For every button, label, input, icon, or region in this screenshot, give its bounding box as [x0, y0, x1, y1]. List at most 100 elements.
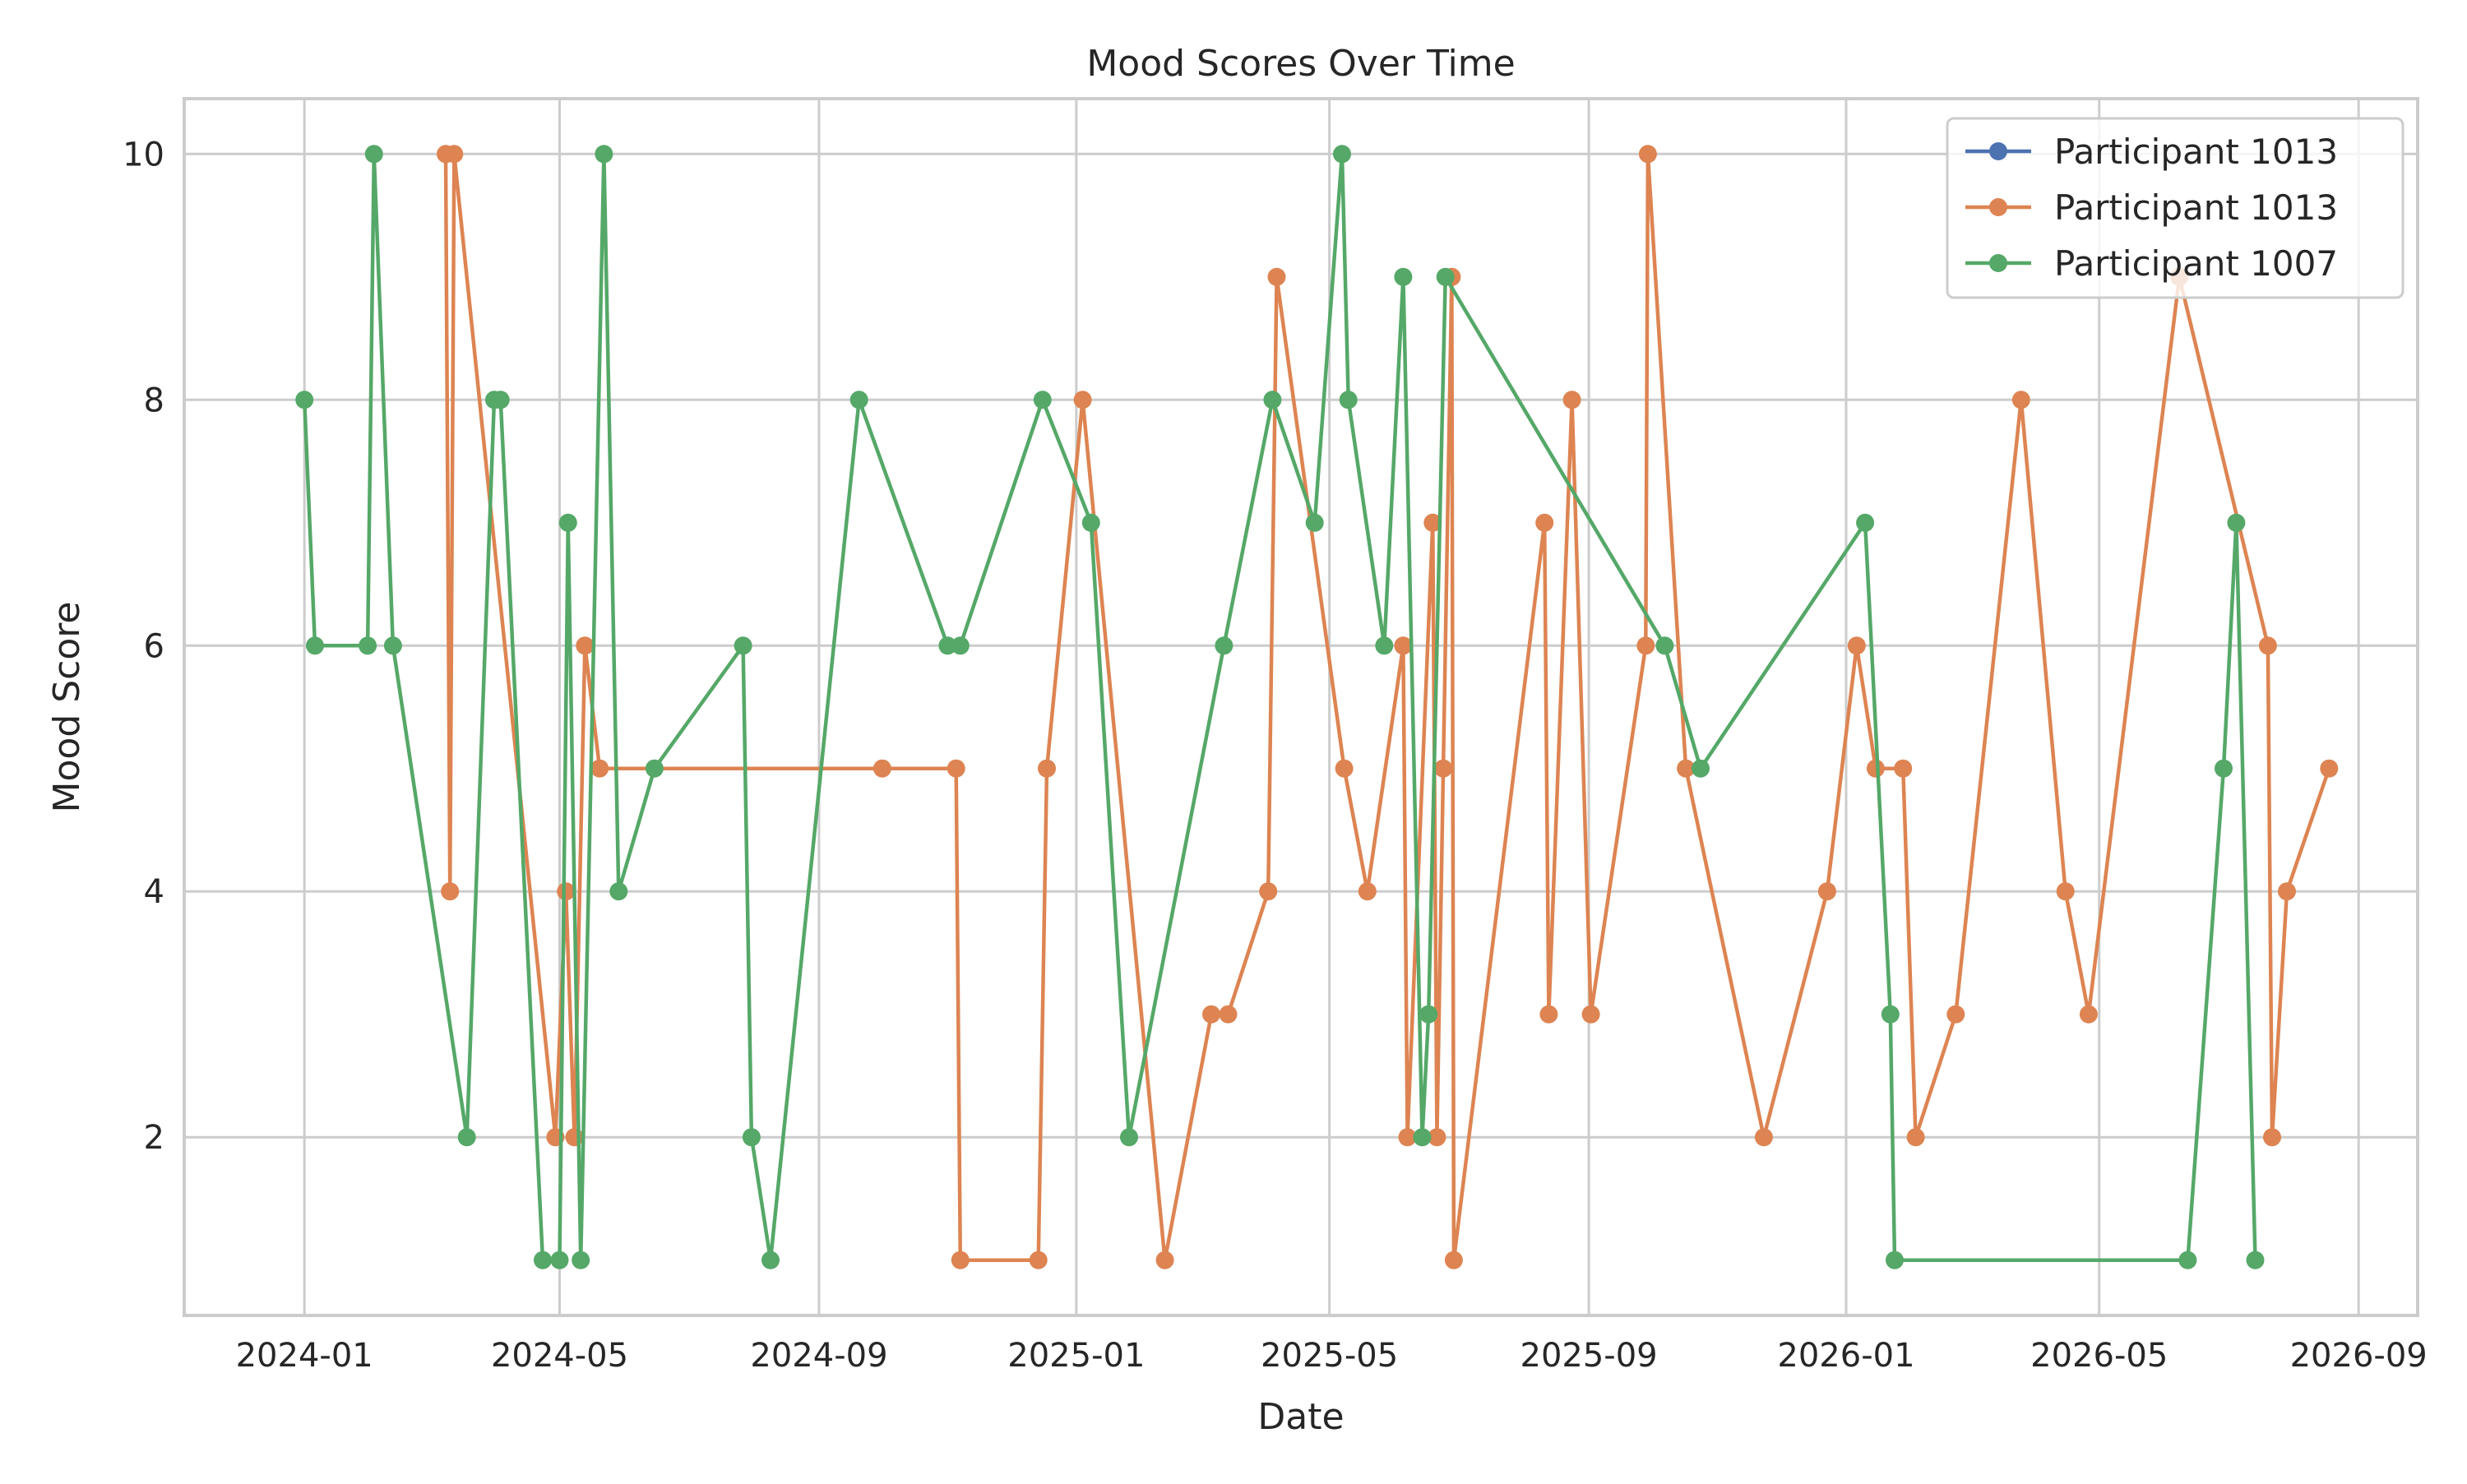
data-point [947, 759, 965, 778]
data-point [1817, 882, 1836, 901]
x-tick-label: 2026-01 [1777, 1337, 1914, 1375]
data-point [2320, 759, 2339, 778]
data-point [1263, 391, 1282, 409]
data-point [295, 391, 314, 409]
legend-item: Participant 1013 [1965, 187, 2338, 228]
data-point [1906, 1128, 1925, 1147]
data-point [1394, 267, 1413, 286]
data-point [534, 1251, 552, 1269]
legend: Participant 1013 Participant 1013 Particip… [1946, 117, 2405, 299]
legend-label: Participant 1013 [2054, 187, 2338, 228]
data-point [1886, 1251, 1904, 1269]
data-point [550, 1251, 569, 1269]
data-point [645, 759, 664, 778]
data-point [364, 145, 383, 164]
data-point [558, 513, 577, 532]
data-point [1038, 759, 1056, 778]
data-point [1636, 636, 1655, 655]
data-point [609, 882, 628, 901]
data-point [1081, 513, 1100, 532]
data-point [306, 636, 324, 655]
data-point [2079, 1005, 2098, 1024]
series-layer [295, 145, 2339, 1269]
x-tick-label: 2024-05 [491, 1337, 628, 1375]
data-point [1638, 145, 1657, 164]
legend-item: Participant 1013 [1965, 132, 2338, 172]
data-point [1847, 636, 1866, 655]
data-point [1120, 1128, 1138, 1147]
tick-labels: 2024-01 2024-05 2024-09 2025-01 2025-05 2025-… [123, 136, 2428, 1375]
data-point [1413, 1128, 1432, 1147]
x-tick-label: 2025-05 [1261, 1337, 1398, 1375]
data-point [1202, 1005, 1220, 1024]
data-point [951, 1251, 970, 1269]
data-point [1394, 636, 1413, 655]
data-point [849, 391, 868, 409]
data-point [2056, 882, 2075, 901]
x-tick-label: 2026-09 [2290, 1337, 2428, 1375]
data-point [1339, 391, 1358, 409]
data-point [2263, 1128, 2281, 1147]
x-tick-label: 2026-05 [2030, 1337, 2168, 1375]
data-point [2278, 882, 2296, 901]
x-axis-label: Date [1257, 1396, 1344, 1438]
data-point [938, 636, 957, 655]
data-point [1259, 882, 1278, 901]
data-point [1215, 636, 1234, 655]
data-point [1029, 1251, 1048, 1269]
data-point [1333, 145, 1351, 164]
legend-marker [1989, 142, 2007, 160]
series-3 [295, 145, 2265, 1269]
x-tick-label: 2025-09 [1520, 1337, 1658, 1375]
data-point [2227, 513, 2246, 532]
data-point [1219, 1005, 1238, 1024]
data-point [1375, 636, 1394, 655]
series-2 [437, 145, 2339, 1269]
x-tick-label: 2025-01 [1007, 1337, 1145, 1375]
data-point [2215, 759, 2233, 778]
data-point [557, 882, 576, 901]
data-point [2246, 1251, 2265, 1269]
data-point [1428, 1128, 1446, 1147]
y-tick-label: 2 [144, 1119, 164, 1157]
data-point [1866, 759, 1885, 778]
legend-label: Participant 1013 [2054, 132, 2338, 172]
data-point [383, 636, 402, 655]
data-point [565, 1128, 584, 1147]
series-line [443, 152, 2331, 1262]
x-tick-label: 2024-01 [236, 1337, 373, 1375]
data-point [951, 636, 970, 655]
data-point [761, 1251, 780, 1269]
data-point [1436, 267, 1455, 286]
data-point [1267, 267, 1286, 286]
x-tick-label: 2024-09 [750, 1337, 887, 1375]
data-point [445, 145, 464, 164]
data-point [1562, 391, 1581, 409]
data-point [1692, 759, 1710, 778]
data-point [590, 759, 609, 778]
legend-marker [1989, 254, 2007, 272]
data-point [1305, 513, 1324, 532]
data-point [1881, 1005, 1900, 1024]
data-point [2011, 391, 2030, 409]
y-tick-label: 6 [144, 627, 164, 665]
data-point [1946, 1005, 1965, 1024]
data-point [1856, 513, 1875, 532]
legend-box [1946, 117, 2405, 299]
data-point [1539, 1005, 1558, 1024]
data-point [742, 1128, 761, 1147]
data-point [1894, 759, 1913, 778]
data-point [1581, 1005, 1600, 1024]
data-point [1535, 513, 1554, 532]
data-point [1358, 882, 1377, 901]
data-point [576, 636, 595, 655]
data-point [491, 391, 510, 409]
data-point [1434, 759, 1453, 778]
data-point [1155, 1251, 1174, 1269]
data-point [1398, 1128, 1417, 1147]
plot-frame [183, 97, 2419, 1317]
data-point [2178, 1251, 2197, 1269]
y-tick-label: 8 [144, 381, 164, 419]
